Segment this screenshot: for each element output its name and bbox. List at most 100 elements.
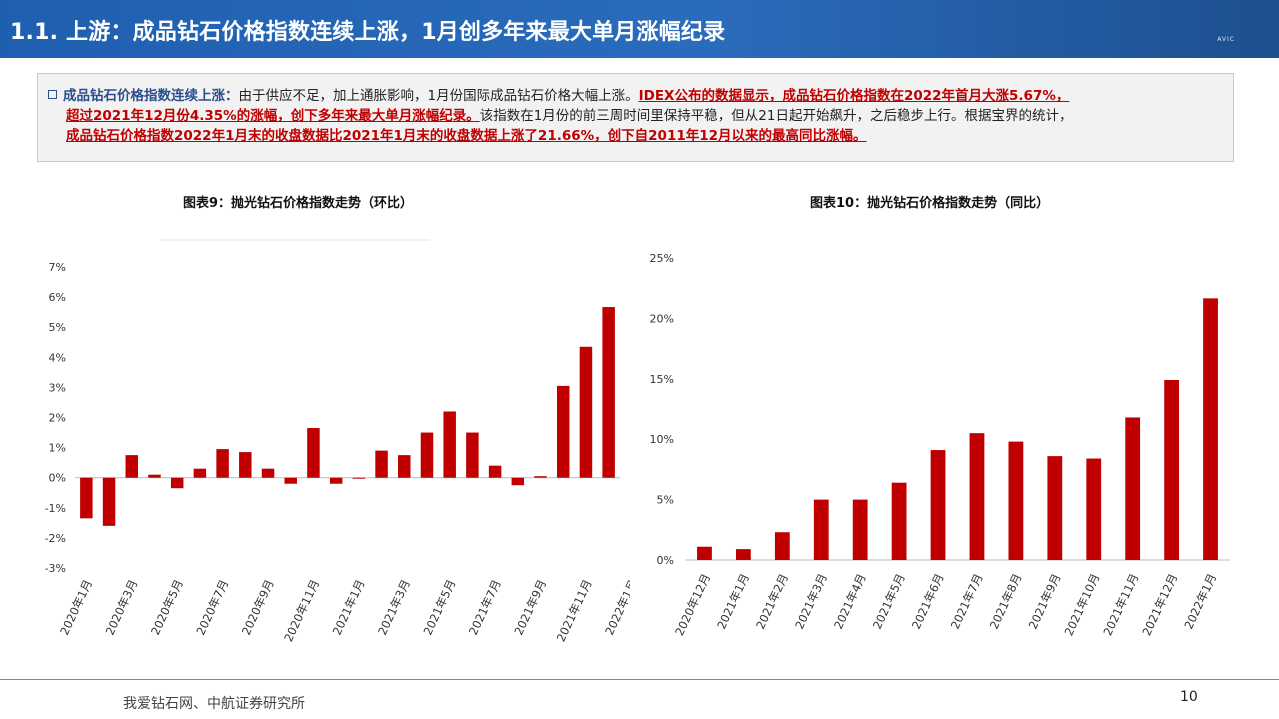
bar <box>1086 458 1102 560</box>
summary-highlight-1: IDEX公布的数据显示，成品钻石价格指数在2022年首月大涨5.67%， <box>638 88 1070 104</box>
bar <box>579 346 593 478</box>
page-title: 1.1. 上游：成品钻石价格指数连续上涨，1月创多年来最大单月涨幅纪录 <box>10 20 726 45</box>
bar <box>774 532 790 560</box>
bar <box>216 449 229 478</box>
y-tick-label: -3% <box>45 562 66 575</box>
x-tick-label: 2020年3月 <box>103 577 141 637</box>
bar <box>1164 380 1180 560</box>
bar <box>969 433 985 560</box>
bar <box>352 477 366 479</box>
bar <box>148 474 161 478</box>
x-tick-label: 2021年11月 <box>554 577 595 644</box>
x-tick-label: 2020年7月 <box>193 577 231 637</box>
y-tick-label: -1% <box>45 502 66 515</box>
bar <box>1125 417 1141 560</box>
bar <box>488 465 502 478</box>
bar <box>735 549 751 560</box>
y-tick-label: 1% <box>49 442 66 455</box>
bar <box>697 546 712 560</box>
bar <box>125 455 139 478</box>
bar <box>852 499 868 560</box>
summary-text: 成品钻石价格指数连续上涨：由于供应不足，加上通胀影响，1月份国际成品钻石价格大幅… <box>48 86 1236 146</box>
bar <box>193 468 207 478</box>
footer-divider <box>0 679 1279 680</box>
bar <box>284 477 297 484</box>
y-tick-label: 25% <box>650 252 674 265</box>
bar <box>102 477 116 526</box>
x-tick-label: 2021年6月 <box>909 571 947 631</box>
title-bar: 1.1. 上游：成品钻石价格指数连续上涨，1月创多年来最大单月涨幅纪录 AVIC <box>0 0 1279 58</box>
chart-2-title: 图表10：抛光钻石价格指数走势（同比） <box>810 196 1050 211</box>
x-tick-label: 2020年9月 <box>239 577 277 637</box>
y-tick-label: 0% <box>657 554 674 567</box>
y-tick-label: 3% <box>49 381 66 394</box>
summary-highlight-2: 超过2021年12月份4.35%的涨幅，创下多年来最大单月涨幅纪录。 <box>66 108 480 124</box>
y-tick-label: 5% <box>657 494 674 507</box>
bar <box>556 385 570 478</box>
x-tick-label: 2021年3月 <box>792 571 830 631</box>
x-tick-label: 2022年1月 <box>1181 571 1219 631</box>
x-tick-label: 2021年10月 <box>1062 571 1103 638</box>
bar <box>1047 456 1063 560</box>
chart-1-title: 图表9：抛光钻石价格指数走势（环比） <box>183 196 414 211</box>
summary-highlight-3: 成品钻石价格指数2022年1月末的收盘数据比2021年1月末的收盘数据上涨了21… <box>66 128 867 144</box>
bar <box>1203 298 1218 560</box>
bar <box>534 476 547 478</box>
x-tick-label: 2021年5月 <box>870 571 908 631</box>
bar <box>307 428 320 478</box>
y-tick-label: -2% <box>45 532 66 545</box>
x-tick-label: 2020年12月 <box>672 571 713 638</box>
x-tick-label: 2021年1月 <box>714 571 752 631</box>
bar <box>813 499 829 560</box>
bar <box>420 432 434 478</box>
bar <box>1008 441 1024 560</box>
x-tick-label: 2020年11月 <box>281 577 322 644</box>
x-tick-label: 2021年5月 <box>421 577 459 637</box>
y-tick-label: 7% <box>49 261 66 274</box>
bar <box>375 450 388 478</box>
bar <box>891 482 907 560</box>
bar <box>80 477 93 519</box>
x-tick-label: 2021年3月 <box>375 577 413 637</box>
bar <box>170 477 184 489</box>
chart-mom: 7%6%5%4%3%2%1%0%-1%-2%-3%2020年1月 2020年3月 2… <box>45 239 630 644</box>
y-tick-label: 0% <box>49 472 66 485</box>
square-bullet-icon <box>48 90 57 99</box>
y-tick-label: 4% <box>49 351 66 364</box>
x-tick-label: 2021年12月 <box>1139 571 1180 638</box>
y-tick-label: 6% <box>49 291 66 304</box>
bar <box>466 432 479 478</box>
x-tick-label: 2020年1月 <box>57 577 95 637</box>
summary-text-2: 该指数在1月份的前三周时间里保持平稳，但从21日起开始飙升，之后稳步上行。根据宝… <box>479 108 1073 124</box>
x-tick-label: 2021年7月 <box>466 577 504 637</box>
bar <box>930 450 946 560</box>
bar <box>511 477 525 486</box>
source-text: 我爱钻石网、中航证券研究所 <box>123 696 305 712</box>
x-tick-label: 2021年9月 <box>511 577 549 637</box>
bar <box>443 411 456 478</box>
x-tick-label: 2021年4月 <box>831 571 869 631</box>
bar <box>329 477 343 484</box>
summary-text-1: 由于供应不足，加上通胀影响，1月份国际成品钻石价格大幅上涨。 <box>238 88 639 104</box>
x-tick-label: 2021年7月 <box>948 571 986 631</box>
x-tick-label: 2021年1月 <box>330 577 368 637</box>
y-tick-label: 2% <box>49 412 66 425</box>
x-tick-label: 2021年8月 <box>987 571 1025 631</box>
bar <box>261 468 275 478</box>
chart-yoy: 25%20%15%10%5%0%2020年12月 2021年1月 2021年2月 20… <box>650 252 1230 638</box>
y-tick-label: 10% <box>650 433 674 446</box>
page-number: 10 <box>1180 689 1198 705</box>
x-tick-label: 2020年5月 <box>148 577 186 637</box>
x-tick-label: 2021年11月 <box>1100 571 1141 638</box>
y-tick-label: 5% <box>49 321 66 334</box>
brand-logo: AVIC <box>1217 36 1235 43</box>
y-tick-label: 20% <box>650 312 674 325</box>
summary-lead: 成品钻石价格指数连续上涨： <box>63 88 239 104</box>
x-tick-label: 2021年2月 <box>753 571 791 631</box>
y-tick-label: 15% <box>650 373 674 386</box>
bar <box>602 307 615 478</box>
bar <box>239 452 252 478</box>
x-tick-label: 2022年1月 <box>602 577 630 637</box>
x-tick-label: 2021年9月 <box>1026 571 1064 631</box>
bar <box>398 455 411 478</box>
